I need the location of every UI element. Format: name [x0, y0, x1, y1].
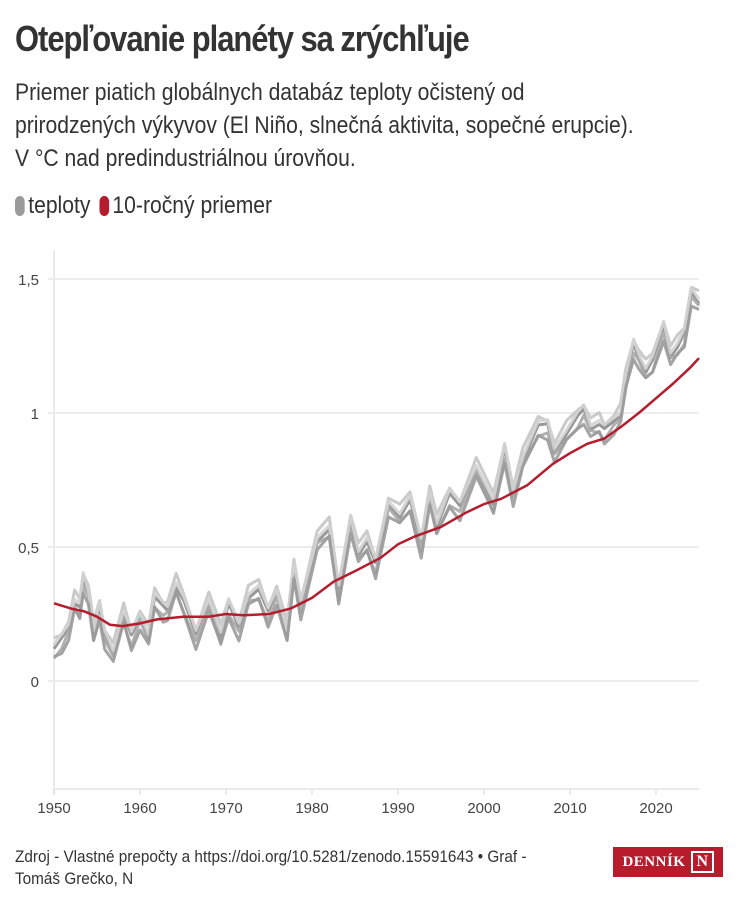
- line-chart: 0 0,5 1 1,5 1950 1960 1970 1980 1990 2000 2010 2020: [18, 250, 701, 817]
- legend-item-10-year-mean[interactable]: 10-ročný priemer: [99, 192, 272, 220]
- gridlines: [48, 250, 699, 795]
- logo-n-icon: N: [691, 851, 714, 873]
- temperature-series: [52, 285, 701, 663]
- source-note: Zdroj - Vlastné prepočty a https://doi.o…: [15, 847, 527, 888]
- legend-label: teploty: [28, 192, 91, 219]
- dennik-n-logo[interactable]: DENNÍK N: [613, 847, 723, 877]
- x-tick-label: 1970: [209, 800, 242, 817]
- legend-swatch-gray-icon: [15, 196, 25, 216]
- x-tick-label: 1960: [123, 800, 156, 817]
- x-tick-label: 1990: [381, 800, 414, 817]
- x-tick-label: 2020: [639, 800, 672, 817]
- temperature-line-database-5: [53, 304, 700, 663]
- y-tick-label: 1: [31, 406, 39, 423]
- x-tick-label: 2000: [467, 800, 500, 817]
- legend: teploty 10-ročný priemer: [15, 192, 281, 220]
- ten-year-mean-series: [53, 357, 700, 628]
- temperature-line-database-4: [52, 286, 701, 653]
- y-tick-label: 0: [31, 674, 39, 691]
- x-tick-label: 1980: [295, 800, 328, 817]
- y-tick-label: 0,5: [18, 540, 39, 557]
- y-tick-label: 1,5: [18, 272, 39, 289]
- legend-item-temperatures[interactable]: teploty: [15, 192, 90, 220]
- temperature-line-database-1: [52, 290, 701, 657]
- ten-year-mean-line: [53, 357, 700, 628]
- x-tick-label: 2010: [553, 800, 586, 817]
- logo-text: DENNÍK: [622, 853, 686, 870]
- legend-swatch-red-icon: [99, 196, 109, 216]
- temperature-line-database-2: [53, 285, 700, 645]
- chart-title: Otepľovanie planéty sa zrýchľuje: [15, 18, 470, 59]
- chart-subtitle: Priemer piatich globálnych databáz teplo…: [15, 79, 634, 172]
- axis-labels: 0 0,5 1 1,5 1950 1960 1970 1980 1990 2000 2010 2020: [18, 272, 673, 817]
- x-tick-label: 1950: [37, 800, 70, 817]
- legend-label: 10-ročný priemer: [112, 192, 273, 219]
